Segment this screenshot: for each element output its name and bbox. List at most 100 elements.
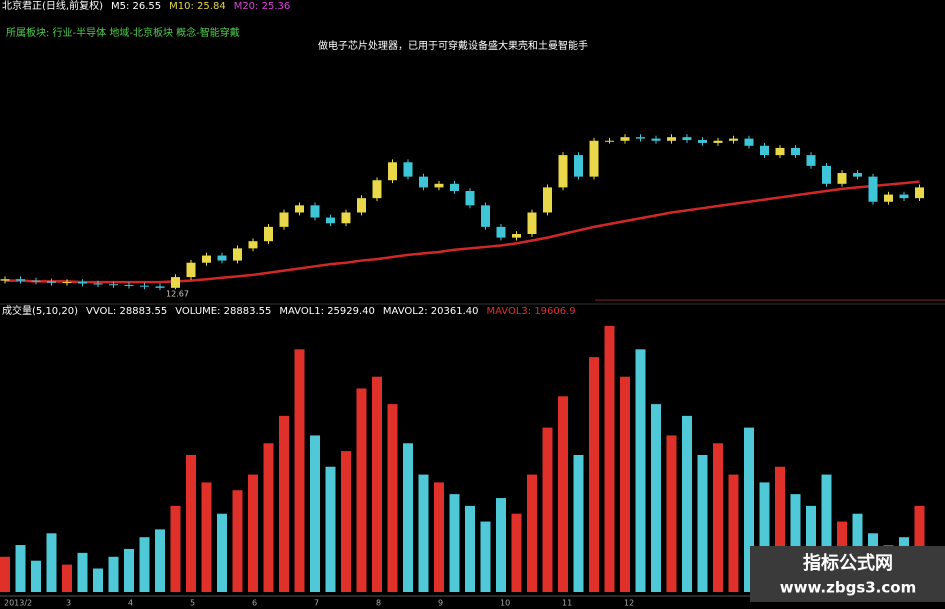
header-item: VVOL: 28883.55 (86, 306, 167, 317)
candle-body (16, 279, 25, 281)
candle-body (434, 183, 444, 188)
volume-bar (589, 357, 599, 592)
candle-body (155, 286, 165, 288)
note-label: 做电子芯片处理器，已用于可穿戴设备盛大果壳和土曼智能手 (318, 39, 588, 52)
header-item: MAVOL1: 25929.40 (279, 306, 375, 317)
candle-body (357, 198, 366, 213)
candle-body (233, 248, 242, 261)
volume-bar (604, 325, 615, 592)
volume-bar (93, 568, 103, 592)
volume-bar (744, 427, 754, 592)
volume-bar (651, 404, 661, 592)
x-tick-label: 12 (624, 599, 634, 608)
header-item: M20: 25.36 (234, 1, 291, 12)
candle-body (496, 226, 506, 238)
candle-body (481, 205, 490, 227)
volume-bar (294, 349, 305, 592)
volume-bar (480, 521, 491, 592)
volume-bar (31, 560, 41, 592)
x-tick-label: 7 (314, 599, 319, 608)
candle-body (279, 212, 289, 227)
x-tick-label: 3 (66, 599, 71, 608)
candle-body (899, 194, 909, 199)
candle-body (310, 205, 320, 218)
volume-bar (263, 443, 274, 592)
candle-body (248, 241, 258, 249)
header-item: 北京君正(日线,前复权) (2, 0, 103, 12)
candle-body (543, 187, 552, 213)
volume-bar (186, 455, 196, 592)
volume-bar (635, 349, 646, 592)
volume-bar (387, 404, 398, 592)
candle-body (558, 155, 568, 188)
volume-bar (542, 427, 553, 592)
candle-body (217, 255, 227, 261)
volume-bar (434, 482, 444, 592)
candle-body (667, 137, 676, 141)
volume-bar (170, 505, 181, 592)
candle-body (186, 262, 196, 278)
candle-body (760, 145, 769, 156)
watermark-box (750, 546, 945, 602)
candle-body (295, 205, 304, 213)
candle-body (822, 165, 831, 184)
volume-bar (155, 529, 165, 592)
candle-body (465, 190, 475, 206)
x-tick-label: 9 (438, 599, 443, 608)
volume-bar (682, 415, 692, 592)
candle-body (171, 277, 180, 288)
candle-body (868, 176, 878, 202)
volume-bar (821, 474, 832, 592)
volume-bar (775, 466, 785, 592)
candle-body (124, 284, 134, 286)
candle-body (713, 140, 723, 143)
volume-bar (310, 435, 320, 592)
volume-bar (356, 388, 367, 592)
volume-bar (46, 533, 57, 592)
header-item: 成交量(5,10,20) (2, 304, 78, 317)
candle-body (791, 147, 800, 156)
candle-body (698, 140, 707, 143)
candle-body (682, 137, 692, 141)
volume-bar (279, 415, 289, 592)
candle-body (853, 173, 862, 177)
volume-bar (620, 376, 630, 592)
watermark-url: www.zbgs3.com (780, 579, 916, 597)
candle-body (729, 138, 738, 141)
volume-bar (465, 505, 475, 592)
x-tick-label: 4 (128, 599, 133, 608)
x-tick-label: 5 (190, 599, 195, 608)
volume-bar (0, 556, 10, 592)
volume-bar (325, 466, 336, 592)
volume-bar (372, 376, 382, 592)
volume-bar (511, 513, 522, 592)
volume-bar (759, 482, 770, 592)
candle-body (62, 282, 72, 284)
volume-bar (558, 396, 568, 592)
candle-body (636, 137, 645, 139)
volume-bar (403, 443, 413, 592)
candle-body (202, 255, 211, 263)
candle-body (744, 138, 754, 146)
candle-body (31, 280, 41, 282)
candle-body (574, 155, 583, 177)
x-tick-label: 8 (376, 599, 381, 608)
volume-bar (496, 498, 506, 592)
candle-body (0, 279, 10, 281)
volume-bar (108, 556, 119, 592)
header-item: MAVOL3: 19606.9 (486, 306, 575, 317)
watermark-title: 指标公式网 (803, 552, 893, 574)
volume-bar (418, 474, 429, 592)
candle-body (326, 217, 335, 224)
volume-bar (790, 494, 801, 592)
volume-bar (449, 494, 460, 592)
x-tick-label: 11 (562, 599, 572, 608)
volume-bar (77, 552, 88, 592)
volume-bar (15, 545, 26, 592)
volume-bar (217, 513, 227, 592)
x-tick-label: 6 (252, 599, 257, 608)
candle-body (403, 162, 413, 177)
header-item: VOLUME: 28883.55 (175, 306, 271, 317)
volume-bar (527, 474, 537, 592)
